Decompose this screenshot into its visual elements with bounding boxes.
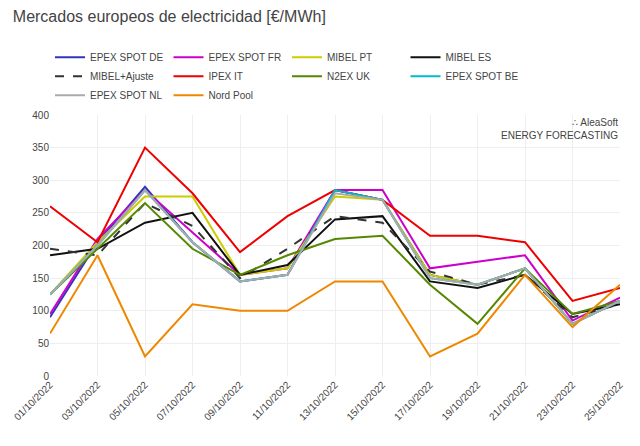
svg-text:EPEX SPOT FR: EPEX SPOT FR (209, 52, 282, 63)
svg-text:03/10/2022: 03/10/2022 (59, 379, 102, 422)
svg-text:EPEX SPOT DE: EPEX SPOT DE (90, 52, 164, 63)
svg-text:07/10/2022: 07/10/2022 (154, 379, 197, 422)
svg-text:Mercados europeos de electrici: Mercados europeos de electricidad [€/MWh… (13, 8, 326, 25)
svg-text:∴ AleaSoftENERGY FORECASTING: ∴ AleaSoftENERGY FORECASTING (501, 117, 618, 141)
svg-text:17/10/2022: 17/10/2022 (392, 379, 435, 422)
svg-text:350: 350 (32, 142, 49, 153)
svg-text:11/10/2022: 11/10/2022 (250, 379, 293, 422)
svg-text:N2EX UK: N2EX UK (327, 71, 370, 82)
svg-text:EPEX SPOT BE: EPEX SPOT BE (446, 71, 519, 82)
svg-text:100: 100 (32, 305, 49, 316)
svg-text:01/10/2022: 01/10/2022 (12, 379, 55, 422)
svg-text:19/10/2022: 19/10/2022 (439, 379, 482, 422)
svg-text:50: 50 (38, 338, 50, 349)
svg-text:300: 300 (32, 175, 49, 186)
svg-text:Nord Pool: Nord Pool (209, 90, 253, 101)
svg-text:23/10/2022: 23/10/2022 (534, 379, 577, 422)
svg-text:EPEX SPOT NL: EPEX SPOT NL (90, 90, 163, 101)
svg-text:400: 400 (32, 110, 49, 121)
svg-text:MIBEL+Ajuste: MIBEL+Ajuste (90, 71, 154, 82)
svg-text:09/10/2022: 09/10/2022 (202, 379, 245, 422)
svg-text:MIBEL PT: MIBEL PT (327, 52, 372, 63)
svg-text:MIBEL ES: MIBEL ES (446, 52, 492, 63)
svg-text:0: 0 (43, 371, 49, 382)
svg-text:250: 250 (32, 207, 49, 218)
svg-text:13/10/2022: 13/10/2022 (297, 379, 340, 422)
svg-text:25/10/2022: 25/10/2022 (582, 379, 625, 422)
svg-text:150: 150 (32, 273, 49, 284)
svg-text:IPEX IT: IPEX IT (209, 71, 243, 82)
svg-text:15/10/2022: 15/10/2022 (344, 379, 387, 422)
svg-text:05/10/2022: 05/10/2022 (107, 379, 150, 422)
svg-text:200: 200 (32, 240, 49, 251)
svg-text:21/10/2022: 21/10/2022 (487, 379, 530, 422)
